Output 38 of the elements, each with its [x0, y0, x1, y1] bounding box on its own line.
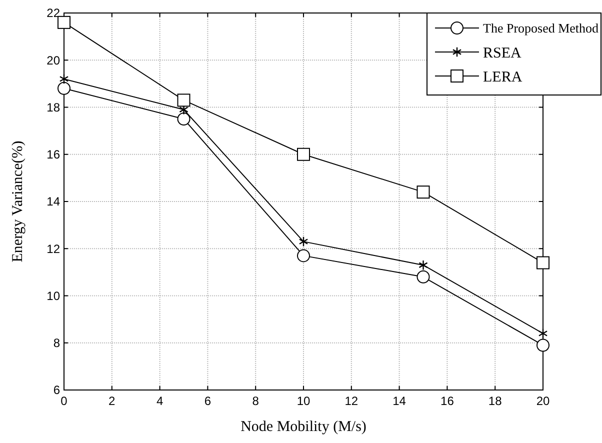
x-tick-label: 0 — [60, 394, 68, 408]
legend-label: RSEA — [483, 45, 522, 62]
y-tick-label: 16 — [46, 148, 60, 162]
y-tick-label: 14 — [46, 194, 60, 209]
point — [538, 328, 548, 339]
x-tick-label: 4 — [156, 394, 164, 408]
point — [416, 270, 430, 284]
point — [298, 236, 308, 247]
x-tick-label: 14 — [392, 394, 406, 408]
x-tick-label: 10 — [296, 394, 310, 408]
y-tick-label: 8 — [53, 336, 60, 350]
x-tick-label: 12 — [344, 394, 358, 408]
x-tick-label: 2 — [108, 394, 116, 408]
legend-label: The Proposed Method — [483, 20, 600, 36]
x-tick-label: 8 — [252, 394, 260, 408]
y-tick-label: 20 — [46, 53, 60, 68]
y-tick-label: 12 — [46, 242, 60, 256]
x-tick-label: 16 — [440, 394, 454, 408]
x-tick-label: 6 — [204, 394, 212, 408]
point — [59, 74, 69, 84]
point — [536, 256, 550, 270]
point — [177, 94, 190, 107]
y-tick-label: 6 — [53, 383, 60, 398]
x-tick-label: 20 — [536, 394, 550, 408]
x-axis-title: Node Mobility (M/s) — [240, 419, 366, 435]
legend-label: LERA — [483, 69, 522, 86]
point — [418, 260, 428, 270]
y-tick-label: 18 — [46, 100, 60, 114]
point — [416, 186, 430, 199]
point — [297, 148, 310, 161]
x-tick-label: 18 — [488, 394, 502, 408]
point — [536, 338, 550, 352]
y-axis-title: Energy Variance(%) — [10, 140, 26, 262]
point — [297, 249, 310, 262]
y-tick-label: 10 — [46, 288, 60, 303]
point — [58, 82, 70, 95]
point — [58, 16, 70, 29]
point — [177, 112, 190, 126]
